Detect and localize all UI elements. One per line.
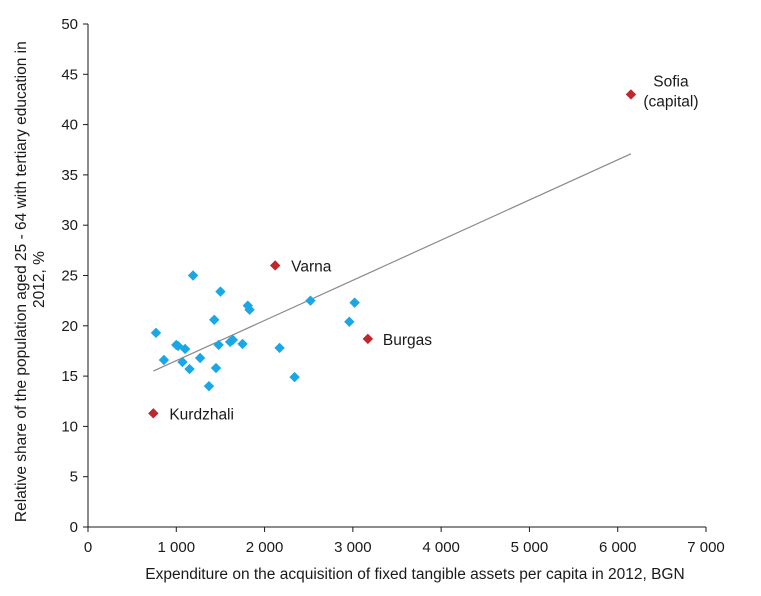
region-point bbox=[344, 316, 355, 327]
region-point bbox=[210, 362, 222, 374]
x-tick-label: 1 000 bbox=[158, 539, 196, 556]
region-point bbox=[179, 343, 191, 355]
y-axis-title: Relative share of the population aged 25… bbox=[13, 37, 48, 522]
x-tick-label: 7 000 bbox=[687, 539, 725, 556]
region-point bbox=[237, 338, 248, 350]
region-point bbox=[215, 286, 226, 297]
y-tick-label: 20 bbox=[61, 318, 78, 335]
x-tick-label: 5 000 bbox=[511, 539, 549, 556]
y-tick-label: 40 bbox=[61, 117, 78, 134]
x-tick-label: 0 bbox=[84, 539, 92, 556]
x-tick-label: 2 000 bbox=[246, 539, 284, 556]
region-point bbox=[244, 304, 255, 315]
point-label: Kurdzhali bbox=[169, 406, 234, 423]
point-label-line: (capital) bbox=[643, 93, 698, 110]
y-tick-label: 45 bbox=[61, 66, 78, 83]
x-tick-label: 4 000 bbox=[422, 539, 460, 556]
region-point bbox=[177, 356, 188, 368]
point-label: Burgas bbox=[383, 332, 432, 349]
x-axis-ticks: 0 1 000 2 000 3 000 4 000 5 000 6 000 7 000 bbox=[84, 527, 725, 556]
point-label-line: Varna bbox=[291, 258, 332, 275]
region-point bbox=[203, 380, 215, 392]
point-label: Varna bbox=[291, 258, 332, 275]
highlight-point bbox=[625, 89, 637, 100]
y-axis-ticks: 0 5 10 15 20 25 30 35 40 45 50 bbox=[61, 16, 88, 536]
x-tick-label: 6 000 bbox=[599, 539, 637, 556]
y-tick-label: 15 bbox=[61, 368, 78, 385]
region-point bbox=[349, 297, 360, 308]
y-tick-label: 5 bbox=[70, 469, 78, 486]
y-axis-title-line1: Relative share of the population aged 25… bbox=[13, 41, 30, 522]
point-label: Sofia (capital) bbox=[643, 73, 698, 110]
region-point bbox=[209, 314, 220, 325]
x-tick-label: 3 000 bbox=[334, 539, 372, 556]
region-point bbox=[187, 270, 199, 281]
y-tick-label: 0 bbox=[70, 519, 78, 536]
region-point bbox=[274, 342, 285, 354]
data-points bbox=[148, 89, 637, 419]
highlight-point bbox=[148, 408, 159, 419]
highlight-point bbox=[362, 333, 374, 345]
y-axis-title-line2: 2012, % bbox=[31, 251, 48, 308]
region-point bbox=[305, 295, 316, 306]
x-axis-title: Expenditure on the acquisition of fixed … bbox=[145, 566, 684, 583]
region-point bbox=[158, 354, 170, 366]
region-point bbox=[227, 334, 238, 346]
point-labels: Sofia (capital) Varna Burgas Kurdzhali bbox=[169, 73, 698, 423]
region-point bbox=[184, 363, 195, 375]
region-point bbox=[289, 371, 300, 383]
y-tick-label: 25 bbox=[61, 268, 78, 285]
y-tick-label: 10 bbox=[61, 418, 78, 435]
point-label-line: Kurdzhali bbox=[169, 406, 234, 423]
y-tick-label: 50 bbox=[61, 16, 78, 33]
axes: 0 5 10 15 20 25 30 35 40 45 50 0 1 000 2 000 3 000 4 0… bbox=[61, 16, 724, 556]
highlight-point bbox=[269, 260, 281, 271]
y-tick-label: 35 bbox=[61, 167, 78, 184]
point-label-line: Sofia bbox=[653, 73, 689, 90]
region-point bbox=[213, 339, 224, 351]
y-tick-label: 30 bbox=[61, 217, 78, 234]
region-point bbox=[194, 352, 206, 364]
point-label-line: Burgas bbox=[383, 332, 432, 349]
region-point bbox=[150, 327, 162, 339]
